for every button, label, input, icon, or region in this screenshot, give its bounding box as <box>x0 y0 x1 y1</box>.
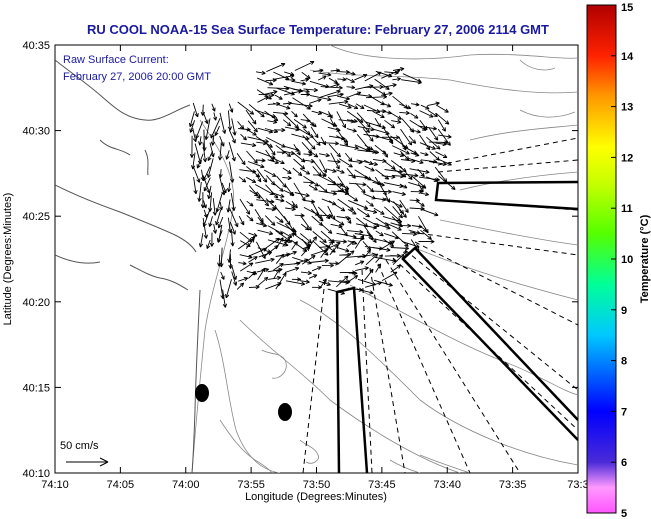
y-axis: 40:35 40:30 40:25 40:20 40:15 40:10 <box>22 40 578 480</box>
colorbar-tick-label: 15 <box>621 2 633 14</box>
x-tick-label: 73:55 <box>237 479 265 491</box>
scale-label: 50 cm/s <box>60 440 99 452</box>
x-tick-label: 73:35 <box>499 479 527 491</box>
map-plot-area: Raw Surface Current: February 27, 2006 2… <box>54 44 579 474</box>
x-tick-label: 74:10 <box>41 479 69 491</box>
y-tick-label: 40:25 <box>22 211 50 223</box>
x-tick-label: 74:05 <box>107 479 135 491</box>
x-tick-label: 73:45 <box>368 479 396 491</box>
colorbar-tick-label: 13 <box>621 102 633 114</box>
scale-arrow <box>66 457 109 467</box>
y-tick-label: 40:30 <box>22 126 50 138</box>
x-tick-label: 73:3 <box>567 479 588 491</box>
y-axis-label: Latitude (Degrees:Minutes) <box>2 193 14 326</box>
colorbar-tick-label: 5 <box>621 508 627 519</box>
x-axis-label: Longitude (Degrees:Minutes) <box>245 491 387 503</box>
x-axis: 74:10 74:05 74:00 73:55 73:50 73:45 73:40 73:35… <box>41 45 589 491</box>
station-marker <box>278 403 292 421</box>
colorbar-tick-label: 12 <box>621 152 633 164</box>
y-tick-label: 40:20 <box>22 297 50 309</box>
y-tick-label: 40:10 <box>22 468 50 480</box>
colorbar-tick-label: 6 <box>621 457 627 469</box>
x-tick-label: 74:00 <box>172 479 200 491</box>
radar-beam-polygons <box>335 180 578 473</box>
y-tick-label: 40:15 <box>22 382 50 394</box>
colorbar-label: Temperature (°C) <box>639 214 651 303</box>
surface-current-vectors <box>188 60 456 308</box>
x-tick-label: 73:40 <box>433 479 461 491</box>
current-timestamp: February 27, 2006 20:00 GMT <box>63 71 211 83</box>
colorbar-ticks: 15 14 13 12 11 10 9 8 7 6 5 <box>611 2 634 519</box>
radar-beam-lines <box>302 137 578 473</box>
coastline <box>55 59 201 473</box>
map-title: RU COOL NOAA-15 Sea Surface Temperature:… <box>87 22 549 37</box>
station-marker <box>195 384 209 402</box>
current-label: Raw Surface Current: <box>63 54 169 66</box>
colorbar-tick-label: 9 <box>621 305 627 317</box>
y-tick-label: 40:35 <box>22 40 50 52</box>
colorbar-tick-label: 7 <box>621 406 627 418</box>
colorbar-tick-label: 8 <box>621 356 627 368</box>
colorbar-tick-label: 10 <box>621 254 633 266</box>
x-tick-label: 73:50 <box>303 479 331 491</box>
colorbar-tick-label: 11 <box>621 203 633 215</box>
colorbar: 15 14 13 12 11 10 9 8 7 6 5 Temperature (°C) <box>586 2 651 519</box>
colorbar-tick-label: 14 <box>621 51 634 63</box>
